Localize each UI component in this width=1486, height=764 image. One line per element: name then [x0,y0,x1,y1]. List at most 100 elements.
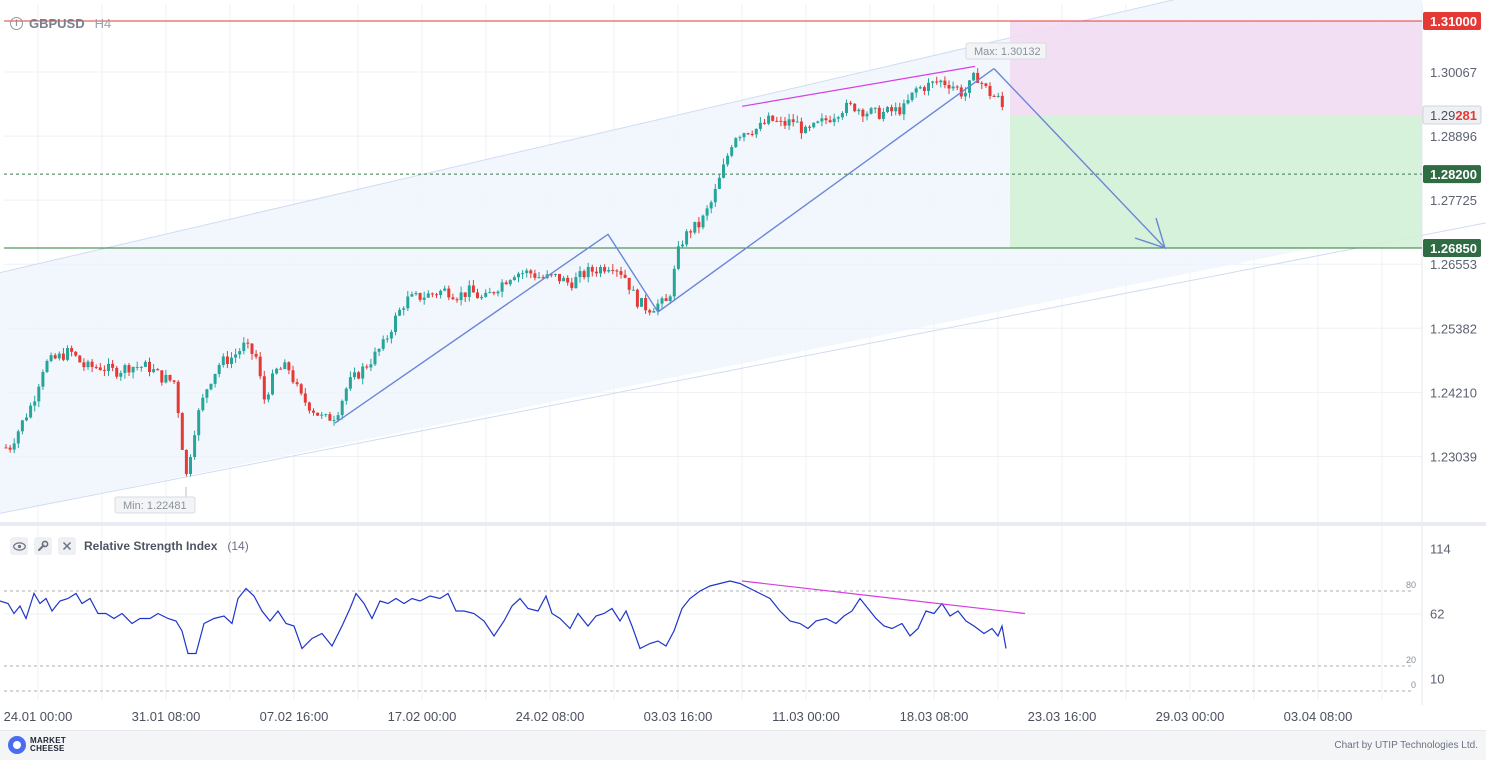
wrench-icon[interactable] [34,537,52,555]
candle-body-up [840,113,844,118]
candle-body-up [139,366,143,368]
candle-body-up [652,311,656,313]
price-tag-label: 1.26850 [1430,241,1477,256]
candle-body-up [640,297,643,307]
rsi-indicator-name: Relative Strength Index [84,539,218,553]
target-zone [1010,115,1422,249]
candle-body-down [115,367,119,377]
candle-body-down [1000,95,1004,107]
price-axis: 1.31000 1.30067 1.29281 1.28896 1.28200 1.277… [1422,12,1482,464]
candle-body-up [742,133,746,138]
annotations-layer: Max: 1.30132 Min: 1.22481 [114,42,1047,514]
candle-body-up [385,338,389,340]
price-tick-label: 1.30067 [1430,65,1477,80]
candle-body-up [656,303,660,312]
candle-body-down [463,292,467,297]
candle-body-up [886,107,889,112]
price-tick-label: 1.23039 [1430,449,1477,464]
symbol-label[interactable]: GBPUSD [29,15,85,31]
candle-body-down [156,369,160,371]
candle-body-down [254,353,258,357]
candle-body-up [512,277,516,281]
candle-body-up [795,121,799,123]
brand-logo-icon [8,736,26,754]
candle-body-up [271,373,274,395]
candle-body-down [82,362,86,368]
candle-body-up [517,273,520,278]
min-label-box [114,496,196,514]
price-tag-box [1423,165,1481,184]
candle-body-up [676,246,680,269]
rsi-level-label: 0 [1411,680,1416,690]
brand-logo[interactable]: MARKET CHEESE [8,736,82,754]
candle-body-up [881,111,885,119]
candle-body-down [615,270,619,272]
candle-body-up [320,414,324,416]
candle-body-up [939,80,943,83]
candle-body-down [447,288,451,298]
chart-credit[interactable]: Chart by UTIP Technologies Ltd. [1334,740,1478,751]
candle-body-down [746,133,750,135]
candle-body-up [49,355,53,361]
candle-body-up [525,270,529,274]
candle-body-up [57,353,61,359]
candle-body-up [820,118,824,122]
timeframe-label[interactable]: H4 [94,15,112,31]
max-label: Max: 1.30132 [974,46,1041,58]
candle-body-up [283,362,287,370]
candle-body-down [102,369,106,371]
close-icon[interactable] [58,537,76,555]
candle-body-down [783,120,787,126]
candle-body-up [972,72,976,81]
candle-body-down [160,370,164,383]
candle-body-up [894,107,898,112]
candle-body-down [992,95,996,97]
candle-body-up [426,293,430,298]
candle-body-down [295,382,299,385]
candle-body-down [492,292,496,294]
price-tick-label: 1.27725 [1430,193,1477,208]
rsi-indicator-param: (14) [227,539,249,553]
candle-body-down [697,221,701,228]
candle-body-down [328,414,332,421]
candle-body-up [951,86,955,89]
max-label-box [965,42,1047,60]
candle-body-up [29,405,33,418]
candle-body-up [86,361,90,368]
candle-body-down [808,126,812,128]
candle-body-up [578,271,582,278]
candle-body-up [398,309,402,316]
price-tag-label: 1.31000 [1430,14,1477,29]
candle-body-down [529,270,533,274]
candle-body-up [537,277,541,279]
candle-body-down [898,107,902,115]
candle-body-down [980,82,984,84]
panel-splitter [0,522,1486,526]
candle-body-up [373,351,377,365]
candle-body-up [201,397,205,411]
eye-icon[interactable] [10,537,28,555]
candle-body-down [533,273,537,278]
candle-body-up [607,269,611,272]
candle-body-down [582,271,586,278]
candle-body-up [164,374,168,383]
info-icon[interactable]: i [10,16,23,30]
candle-body-up [754,128,758,135]
candle-body-down [70,348,74,352]
candle-body-up [197,410,201,436]
candle-body-up [348,377,352,389]
candle-body-up [193,435,197,458]
rsi-header: Relative Strength Index (14) [10,536,249,556]
candle-body-down [664,298,668,302]
candle-body-up [918,87,922,89]
chart-header: i GBPUSD H4 [10,14,111,32]
candle-body-down [570,282,574,289]
candle-body-up [45,360,49,372]
candle-body-down [849,102,853,104]
candle-body-up [152,369,156,373]
candle-body-up [123,365,127,373]
candle-body-up [906,100,910,104]
candle-body-up [726,155,730,165]
